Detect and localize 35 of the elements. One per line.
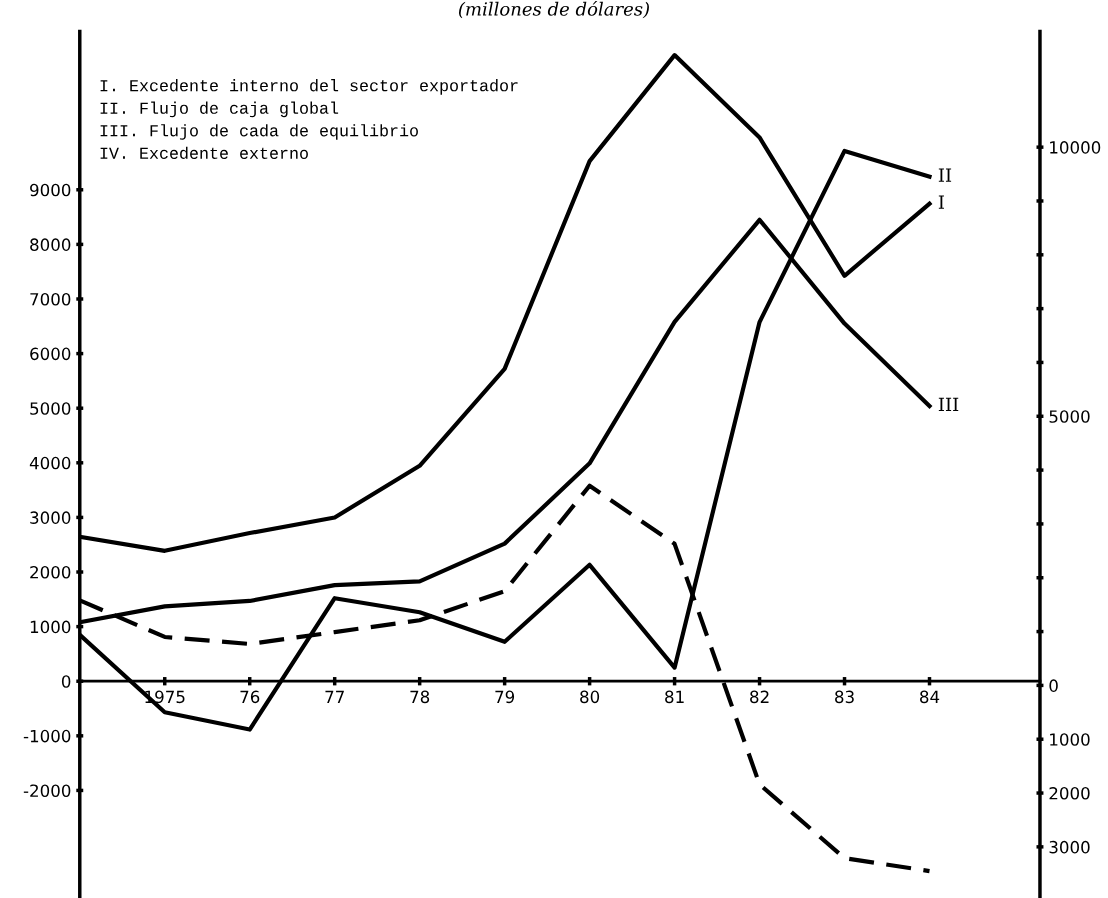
y-tick-label: 0 xyxy=(61,675,71,688)
y-tick-label: 2000 xyxy=(30,565,71,579)
x-tick-label: 82 xyxy=(750,690,769,704)
y-tick-label: 4000 xyxy=(29,456,71,470)
y2-tick-label: 0 xyxy=(1049,679,1058,692)
annotation: I. Excedente interno del sector exportador xyxy=(100,79,518,95)
x-tick-label: 79 xyxy=(495,690,515,704)
y-tick-label: 3000 xyxy=(30,511,71,524)
y-tick-label: 1000 xyxy=(30,620,71,634)
y-tick-label: 5000 xyxy=(30,402,71,415)
annotation: IV. Excedente externo xyxy=(100,146,308,159)
series-label: II xyxy=(938,168,952,182)
y-tick-label: 7000 xyxy=(30,292,71,306)
y2-tick-label: 3000 xyxy=(1049,840,1090,854)
annotation: III. Flujo de cada de equilibrio xyxy=(100,124,418,140)
x-tick-label: 77 xyxy=(325,690,344,703)
x-tick-label: 83 xyxy=(835,690,854,704)
y-tick-label: 9000 xyxy=(30,183,71,197)
y2-tick-label: 5000 xyxy=(1049,410,1090,423)
series-label: I xyxy=(938,195,944,209)
x-tick-label: 80 xyxy=(580,690,600,704)
annotation: II. Flujo de caja global xyxy=(100,101,339,118)
x-tick-label: 78 xyxy=(410,690,430,704)
y2-tick-label: 10000 xyxy=(1050,141,1101,154)
series-label: III xyxy=(938,397,959,411)
chart-title: (millones de dólares) xyxy=(459,1,649,19)
x-tick-label: 81 xyxy=(665,690,684,704)
x-tick-label: 76 xyxy=(240,690,260,704)
y-tick-label: -2000 xyxy=(23,784,71,797)
y2-tick-label: 1000 xyxy=(1050,733,1090,746)
y-tick-label: 8000 xyxy=(30,238,71,251)
y2-tick-label: 2000 xyxy=(1049,787,1090,800)
x-tick-label: 84 xyxy=(920,690,940,704)
y-tick-label: 6000 xyxy=(30,347,71,361)
y-tick-label: -1000 xyxy=(23,729,71,743)
